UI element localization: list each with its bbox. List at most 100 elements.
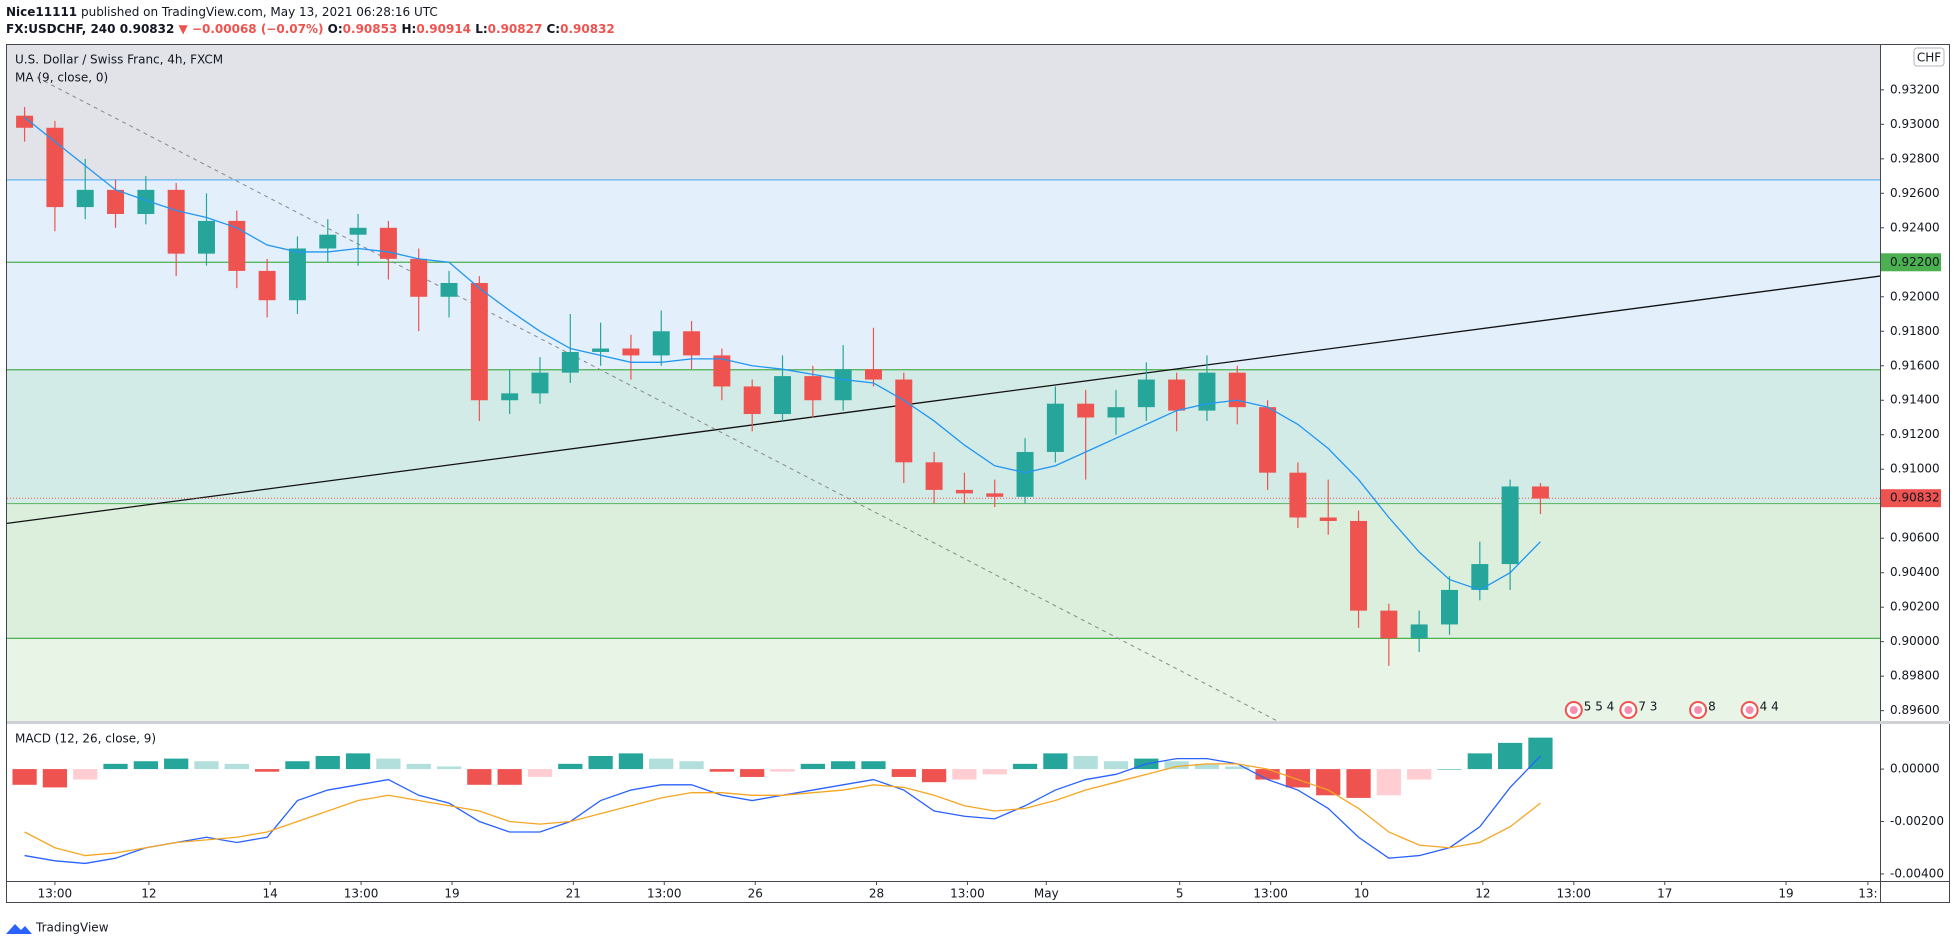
macd-bar [921, 769, 947, 783]
x-tick-label: 17 [1657, 887, 1672, 901]
y-tick-label: 0.92400 [1890, 220, 1940, 234]
candle-body [713, 355, 731, 387]
candle-body [470, 282, 488, 401]
ohlc-value: 0.90827 [488, 22, 543, 36]
frame [6, 44, 1950, 903]
macd-line [24, 763, 1541, 857]
macd-bar [376, 758, 401, 770]
x-tick-label: 10 [1354, 887, 1369, 901]
macd-legend: MACD (12, 26, close, 9) [15, 732, 156, 746]
macd-bar [800, 763, 825, 770]
y-tick-label: 0.91000 [1890, 462, 1940, 476]
macd-bar [315, 755, 340, 770]
candle-body [955, 489, 973, 494]
zone [7, 45, 1880, 180]
macd-bar [831, 761, 856, 770]
candle-body [46, 127, 64, 208]
x-tick-label: 21 [566, 887, 581, 901]
x-tick-label: 13:00 [647, 887, 682, 901]
ohlc-label: L: [475, 22, 487, 36]
x-tick-label: 13:00 [1253, 887, 1288, 901]
macd-bar [1043, 753, 1068, 770]
candle-body [864, 369, 882, 380]
macd-bar [73, 769, 98, 780]
candle-body [1198, 372, 1216, 411]
published: published on TradingView.com, May 13, 20… [77, 5, 438, 19]
currency-badge[interactable] [1913, 47, 1945, 67]
macd-bar [1255, 769, 1280, 780]
macd-bar [982, 769, 1007, 775]
y-tick-label: 0.90600 [1890, 531, 1940, 545]
level-label: 0.92200 [1890, 255, 1940, 269]
trendline [36, 76, 1280, 723]
macd-bar [12, 769, 37, 785]
x-tick-label: 19 [1778, 887, 1793, 901]
candle-body [228, 220, 246, 271]
candle-body [1137, 379, 1155, 408]
candle-body [1410, 624, 1428, 639]
candle-body [258, 270, 276, 301]
y-tick-label: 0.91200 [1890, 427, 1940, 441]
candle-body [379, 227, 397, 259]
last: 0.90832 [120, 22, 175, 36]
x-tick-label: 14 [263, 887, 278, 901]
candle-body [319, 234, 337, 249]
ohlc-label: O: [328, 22, 343, 36]
macd-bar [194, 761, 219, 770]
y-tick-label: 0.92800 [1890, 151, 1940, 165]
macd-bar [436, 766, 462, 770]
macd-bar [1498, 742, 1523, 770]
last-price-label: 0.90832 [1890, 491, 1940, 505]
y-tick-label: 0.89600 [1890, 703, 1940, 717]
candle-body [622, 348, 640, 356]
x-tick-label: 13:00 [950, 887, 985, 901]
plot: 0.93200 0.93000 0.92800 0.92600 0.92400 0.922… [6, 45, 1944, 901]
candle-body [1168, 379, 1186, 411]
macd-bar [618, 753, 644, 770]
macd-bar [952, 769, 977, 780]
candle-body [16, 115, 34, 128]
y-tick-label: 0.91600 [1890, 358, 1940, 372]
candle-body [1289, 472, 1307, 518]
event-icon-inner [1694, 706, 1703, 714]
level-badge [1881, 253, 1941, 272]
candle-body [1107, 407, 1125, 418]
x-tick-label: 13:00 [1556, 887, 1591, 901]
y-tick-label: 0.89800 [1890, 669, 1940, 683]
candle-body [167, 189, 185, 254]
macd-bar [1346, 769, 1371, 798]
ohlc-value: 0.90832 [560, 22, 615, 36]
candle-body [1471, 564, 1489, 590]
candle-body [349, 227, 367, 235]
zone [7, 262, 1880, 370]
macd-bar [1376, 769, 1401, 796]
zone [7, 503, 1880, 639]
event-icon-inner [1745, 706, 1754, 714]
macd-bar [1164, 761, 1189, 770]
x-tick-label: 12 [141, 887, 156, 901]
candle-body [137, 189, 155, 214]
header-line-2: FX:USDCHF, 240 0.90832 ▼ −0.00068 (−0.07… [6, 22, 615, 36]
macd-bar [285, 761, 310, 770]
macd-bar [679, 761, 704, 770]
macd-bar [345, 753, 371, 770]
candle-body [1046, 403, 1064, 452]
macd-bar [861, 761, 886, 770]
macd-bar [558, 763, 583, 770]
candle-body [410, 258, 428, 297]
macd-bar [103, 763, 128, 770]
macd-bar [133, 761, 158, 770]
candle-body [107, 189, 125, 214]
macd-bar [1316, 769, 1341, 796]
macd-bar [709, 769, 735, 772]
ohlc-value: 0.90853 [343, 22, 398, 36]
candle-body [1441, 589, 1458, 625]
y-tick-label: 0.90000 [1890, 634, 1940, 648]
event-label: 4 4 [1760, 700, 1779, 714]
last-price-badge [1881, 489, 1941, 508]
x-tick-label: 26 [748, 887, 763, 901]
macd-bar [254, 769, 280, 772]
macd-bar [1194, 763, 1220, 770]
x-tick-label: 13:00 [344, 887, 379, 901]
